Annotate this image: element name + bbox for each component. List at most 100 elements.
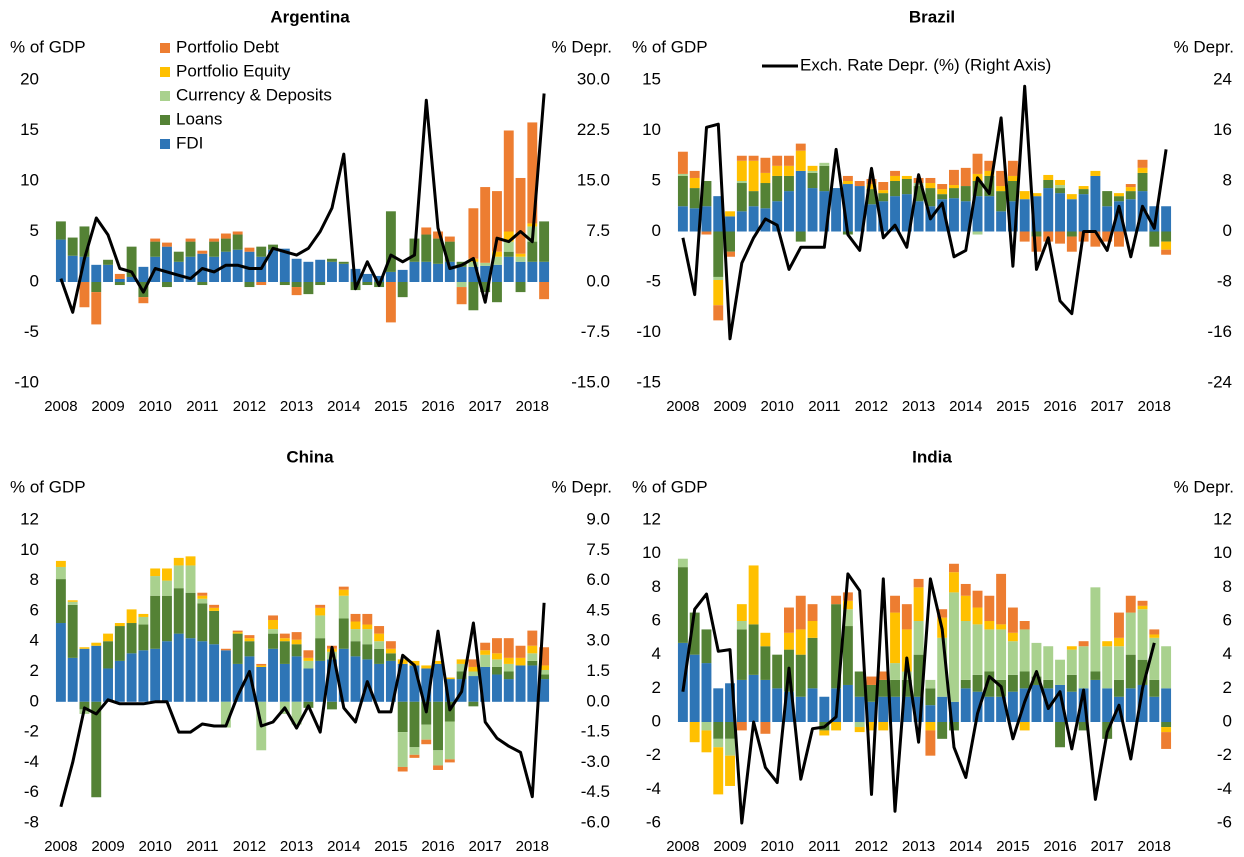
bar-segment [315,615,326,639]
bar-segment [397,663,408,702]
bar-segment [162,246,172,282]
bar-segment [232,663,243,702]
bar-segment [67,657,78,702]
bar-segment [539,669,550,675]
y-tick-label: 6 [30,600,39,619]
bar-segment [480,654,491,667]
bar-segment [901,679,912,697]
bar-segment [185,238,196,242]
bar-segment [103,264,113,282]
bar-segment [689,654,700,722]
legend-swatch [160,115,170,125]
bar-segment [220,233,231,239]
bar-segment [374,633,385,642]
bar-segment [79,647,90,649]
bar-segment [433,765,443,770]
y2-tick-label: 8 [1223,577,1232,596]
bar-segment [949,169,959,186]
bar-segment [807,172,818,189]
bar-segment [527,645,538,654]
bar-segment [795,231,806,242]
y-tick-label: -6 [24,782,39,801]
y-tick-label: -10 [14,372,39,391]
bar-segment [1043,179,1054,189]
x-tick-label: 2012 [233,838,266,855]
legend-label: Loans [176,109,222,128]
bar-segment [291,644,302,657]
bar-segment [444,677,455,680]
bar-segment [209,256,220,282]
y2-tick-label: 0.0 [586,271,610,290]
bar-segment [1137,167,1148,173]
bar-segment [949,592,959,702]
y-tick-label: -4 [646,779,661,798]
bar-segment [362,624,373,630]
bar-segment [819,165,830,192]
bar-segment [67,600,78,602]
bar-segment [1149,637,1160,680]
bar-segment [197,603,208,642]
bar-segment [1161,727,1172,733]
x-tick-label: 2014 [949,398,982,415]
bar-segment [185,638,196,702]
y2-tick-label: -15.0 [571,372,610,391]
bar-segment [468,659,479,667]
x-tick-label: 2008 [44,838,77,855]
y2-tick-label: -4.5 [581,782,610,801]
bar-segment [1090,587,1101,672]
bar-segment [480,642,491,651]
x-tick-label: 2009 [713,838,746,855]
bar-segment [79,226,90,257]
bar-segment [503,679,514,702]
y-tick-label: 4 [30,631,39,650]
bar-segment [713,747,724,795]
bar-segment [984,160,995,171]
y-tick-label: 8 [30,570,39,589]
x-tick-label: 2011 [186,838,218,855]
bar-segment [901,604,912,630]
bar-segment [866,722,877,731]
bar-segment [748,160,759,192]
bar-segment [1125,184,1136,188]
bar-segment [689,170,700,178]
bar-segment [890,170,900,176]
bar-segment [162,580,172,596]
bar-segment [949,701,959,722]
bar-segment [338,586,349,590]
bar-segment [492,659,502,667]
bar-segment [209,610,220,645]
bar-segment [1019,629,1030,672]
bar-segment [220,701,231,728]
x-tick-label: 2015 [374,838,407,855]
bar-segment [760,679,771,722]
bar-segment [760,172,771,184]
x-tick-label: 2015 [996,838,1029,855]
bar-segment [1137,605,1148,610]
y2-tick-label: 15.0 [577,170,610,189]
bar-segment [772,201,783,232]
bar-segment [1043,679,1054,689]
y-tick-label: 0 [652,221,661,240]
bar-segment [480,187,491,263]
bar-segment [67,237,78,256]
bar-segment [468,671,479,677]
bar-segment [736,181,747,184]
bar-segment [256,246,267,257]
bar-segment [901,194,912,232]
bar-segment [1102,191,1113,207]
bar-segment [1161,241,1172,250]
bar-segment [444,721,455,760]
y-tick-label: 0 [30,271,39,290]
bar-segment [842,600,853,610]
bar-segment [890,679,900,697]
bar-segment [79,282,90,308]
bar-segment [232,630,243,633]
bar-segment [456,663,467,672]
bar-segment [984,621,995,630]
y-tick-label: 10 [642,543,661,562]
legend-label: Currency & Deposits [176,85,332,104]
bar-segment [279,282,290,286]
bar-segment [1031,642,1042,677]
x-tick-label: 2010 [760,398,793,415]
bar-segment [244,638,255,642]
